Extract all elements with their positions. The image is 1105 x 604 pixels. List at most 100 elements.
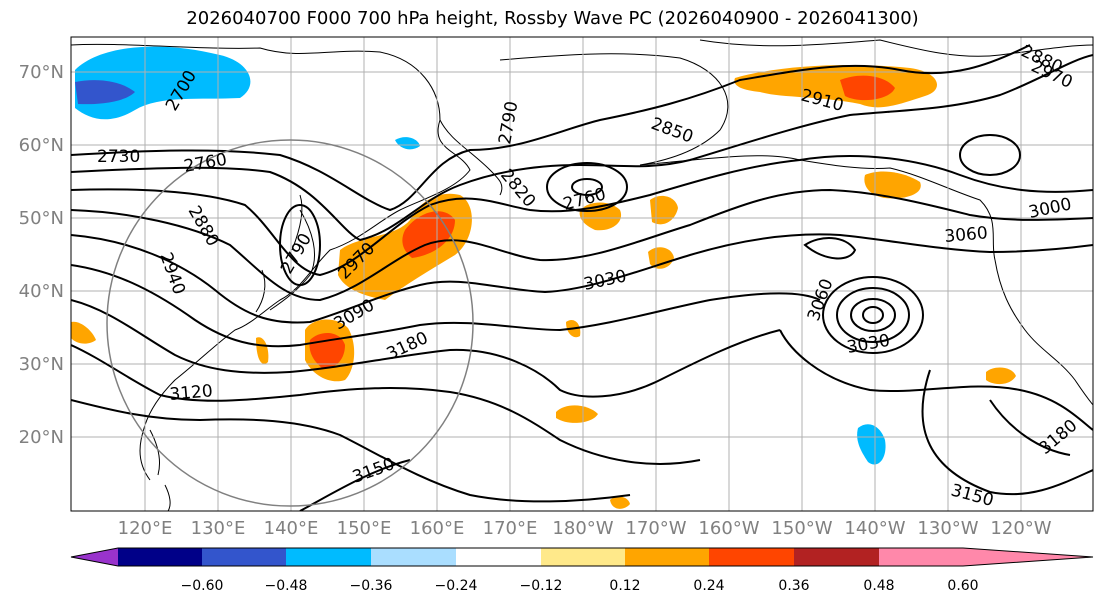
coastline-kamchatka [439,119,503,196]
positive-anomaly-core [840,75,895,101]
colorbar-tick-label: −0.48 [265,578,308,594]
contour-closed-low [546,162,628,212]
map-frame [70,36,1094,512]
contour-line [71,44,1031,212]
colorbar-tick-label: 0.48 [863,578,894,594]
colorbar-segment [541,548,625,566]
colorbar-tick-label: 0.36 [778,578,809,594]
positive-anomaly-blob [648,247,674,269]
contour-line [71,299,781,398]
positive-anomaly-blob [556,405,598,423]
contour-line [71,233,1093,324]
contour-closed-high [850,298,896,332]
lon-label: 120°W [990,518,1051,539]
colorbar: −0.60 −0.48 −0.36 −0.24 −0.12 0.12 0.24 … [70,547,1094,594]
lon-label: 130°E [191,518,246,539]
contour-line [71,188,1093,302]
colorbar-tick-label: −0.36 [350,578,393,594]
positive-anomaly-blob [579,202,622,231]
lat-label: 60°N [19,135,64,156]
contour-closed-low [279,204,321,286]
contour-label: 3120 [169,381,214,405]
contour-line [71,399,631,503]
colorbar-tick-label: −0.60 [181,578,224,594]
coastline-japan [269,209,316,311]
coastline-arctic [699,39,1093,57]
contour-closed-high [822,276,924,354]
contour-line [71,155,1093,277]
coastline-north-america [994,259,1093,406]
contour-line [921,369,1093,496]
lat-label: 40°N [19,281,64,302]
negative-anomaly-blob [857,424,886,465]
positive-anomaly-core [402,211,455,258]
lat-label: 70°N [19,62,64,83]
contour-label: 2730 [97,147,140,167]
contour-closed-high [836,287,910,343]
colorbar-segment [625,548,709,566]
positive-anomaly-blob [650,195,678,225]
lon-label: 160°W [698,518,759,539]
contour-line [989,399,1071,456]
lon-label: 150°W [771,518,832,539]
coastline-asia [71,43,471,481]
contour-line [803,237,857,260]
colorbar-segment [709,548,794,566]
colorbar-segment [286,548,371,566]
negative-anomaly-blob [395,137,420,150]
lat-label: 30°N [19,354,64,375]
positive-anomaly-blob [256,337,269,364]
lon-label: 160°E [410,518,465,539]
coastline-philippines [149,429,171,511]
positive-anomaly-blob [986,367,1016,385]
contour-line [71,264,821,348]
colorbar-segment [118,548,202,566]
contour-closed-low [959,134,1021,176]
anomaly-shading [71,46,1016,509]
longitude-labels: 120°E 130°E 140°E 150°E 160°E 170°E 180°… [118,518,1052,539]
contour-line [779,329,1093,431]
latitude-labels: 70°N 60°N 50°N 40°N 30°N 20°N [19,62,64,448]
colorbar-tick-label: 0.60 [947,578,978,594]
lat-label: 20°N [19,427,64,448]
colorbar-segment [794,548,879,566]
contour-label: 3060 [944,223,989,247]
coastlines [71,39,1093,511]
lon-label: 140°E [264,518,319,539]
colorbar-tick-label: −0.24 [435,578,478,594]
colorbar-segment [371,548,456,566]
lon-label: 140°W [844,518,905,539]
lon-label: 120°E [118,518,173,539]
colorbar-segment [202,548,286,566]
colorbar-max-arrow [963,548,1093,566]
reference-circle [106,139,474,507]
lat-label: 50°N [19,208,64,229]
positive-anomaly-blob [734,65,937,108]
colorbar-segment [456,548,541,566]
map-title: 2026040700 F000 700 hPa height, Rossby W… [186,8,919,29]
lon-label: 170°E [483,518,538,539]
colorbar-min-arrow [71,548,118,566]
colorbar-tick-label: −0.12 [520,578,563,594]
map-plot-area [71,37,1093,511]
colorbar-outline [70,547,1094,567]
contour-closed-low [571,178,603,196]
lon-label: 150°E [337,518,392,539]
lon-label: 130°W [917,518,978,539]
positive-anomaly-blob [610,496,630,509]
positive-anomaly-blob [864,171,921,199]
contour-closed-high [862,306,884,324]
lon-label: 180°W [552,518,613,539]
height-contours [71,44,1093,511]
negative-anomaly-blob [75,46,251,120]
colorbar-tick-label: 0.12 [609,578,640,594]
contour-line [71,344,701,465]
positive-anomaly-blob [71,321,96,344]
negative-anomaly-core [75,80,135,105]
colorbar-tick-label: 0.24 [693,578,724,594]
colorbar-segment [879,548,963,566]
coastline-sakhalin [291,194,303,251]
contour-line [71,54,1093,242]
lon-label: 170°W [625,518,686,539]
